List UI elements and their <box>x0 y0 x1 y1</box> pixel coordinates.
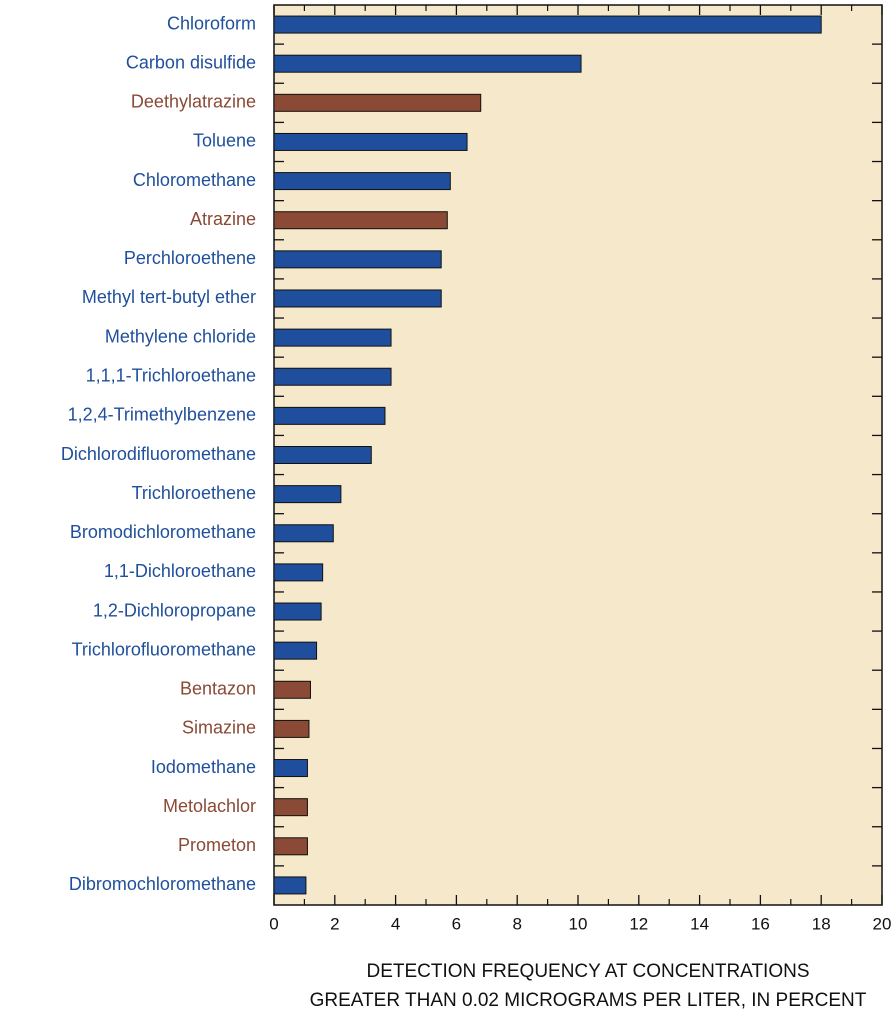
x-tick-label: 4 <box>391 914 400 933</box>
x-tick-label: 6 <box>452 914 461 933</box>
category-label: Atrazine <box>190 209 256 229</box>
x-tick-label: 10 <box>569 914 588 933</box>
bar <box>273 15 822 34</box>
x-tick-label: 8 <box>512 914 521 933</box>
category-label: Simazine <box>182 718 256 738</box>
category-label: 1,1,1-Trichloroethane <box>86 365 256 385</box>
bar <box>273 289 442 308</box>
bar <box>273 876 307 895</box>
bar <box>273 367 392 386</box>
bar <box>273 54 582 73</box>
category-label: Iodomethane <box>151 757 256 777</box>
bar <box>273 406 386 425</box>
category-label: Prometon <box>178 835 256 855</box>
category-label: Metolachlor <box>163 796 256 816</box>
category-label: Dibromochloromethane <box>69 874 256 894</box>
category-label: Trichloroethene <box>132 483 256 503</box>
category-label: Methylene chloride <box>105 326 256 346</box>
x-axis-label: DETECTION FREQUENCY AT CONCENTRATIONS <box>366 961 809 982</box>
category-label: Perchloroethene <box>124 248 256 268</box>
category-label: 1,2-Dichloropropane <box>93 600 256 620</box>
x-tick-label: 2 <box>330 914 339 933</box>
bar <box>273 250 442 269</box>
category-label: Bentazon <box>180 679 256 699</box>
category-label: Methyl tert-butyl ether <box>82 287 256 307</box>
bar <box>273 93 482 112</box>
plot-background <box>273 4 883 906</box>
bar <box>273 211 448 230</box>
bar <box>273 602 322 621</box>
x-tick-label: 16 <box>751 914 770 933</box>
category-label: 1,1-Dichloroethane <box>104 561 256 581</box>
category-label: Chloroform <box>167 13 256 33</box>
category-label: 1,2,4-Trimethylbenzene <box>68 405 256 425</box>
x-tick-label: 0 <box>269 914 278 933</box>
category-label: Trichlorofluoromethane <box>72 639 256 659</box>
x-tick-label: 18 <box>812 914 831 933</box>
bar <box>273 524 334 543</box>
bar <box>273 680 311 699</box>
category-label: Bromodichloromethane <box>70 522 256 542</box>
bar <box>273 837 308 856</box>
x-tick-label: 12 <box>629 914 648 933</box>
bar <box>273 328 392 347</box>
category-label: Carbon disulfide <box>126 52 256 72</box>
bar <box>273 759 308 778</box>
bar <box>273 132 468 151</box>
bar <box>273 641 318 660</box>
x-tick-label: 20 <box>873 914 892 933</box>
bar <box>273 172 451 191</box>
bar <box>273 563 324 582</box>
category-label: Toluene <box>193 131 256 151</box>
bar <box>273 719 310 738</box>
category-label: Chloromethane <box>133 170 256 190</box>
bar <box>273 446 372 464</box>
x-axis-label: GREATER THAN 0.02 MICROGRAMS PER LITER, … <box>310 990 867 1011</box>
category-label: Dichlorodifluoromethane <box>61 444 256 464</box>
bar <box>273 485 342 504</box>
bar <box>273 798 308 817</box>
x-tick-label: 14 <box>690 914 709 933</box>
category-label: Deethylatrazine <box>131 92 256 112</box>
